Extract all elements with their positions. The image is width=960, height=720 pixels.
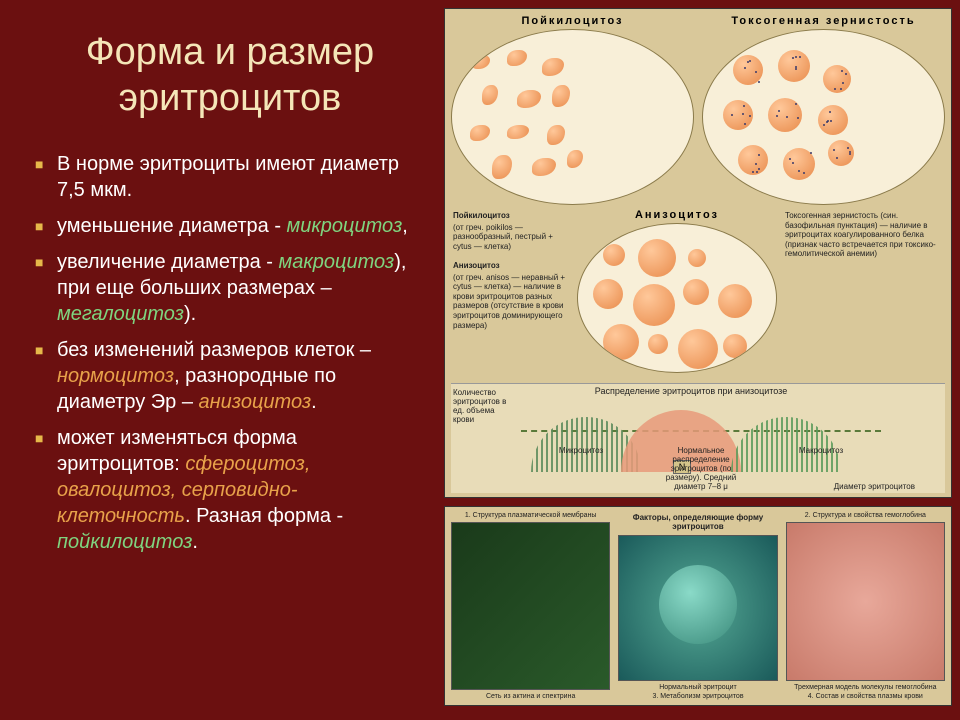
poikilocytosis-circle [451, 29, 694, 205]
bullet-item: может изменяться форма эритроцитов: сфер… [35, 425, 425, 555]
distribution-chart: Количество эритроцитов в ед. объема кров… [451, 383, 945, 493]
bullet-list: В норме эритроциты имеют диаметр 7,5 мкм… [35, 151, 425, 555]
anisocytosis-circle [577, 223, 777, 373]
bullet-item: без изменений размеров клеток – нормоцит… [35, 337, 425, 415]
text-panel: Форма и размер эритроцитов В норме эритр… [0, 0, 440, 720]
normal-erythrocyte-img [618, 535, 777, 681]
bullet-item: увеличение диаметра - макроцитоз), при е… [35, 249, 425, 327]
circle2-label: Токсогенная зернистость [702, 15, 945, 27]
membrane-structure-img [451, 522, 610, 690]
figure-top: Пойкилоцитоз Токсогенная зернистость Пой… [444, 8, 952, 498]
toxic-granulation-circle [702, 29, 945, 205]
slide-title: Форма и размер эритроцитов [35, 30, 425, 121]
mid-circle-label: Анизоцитоз [577, 209, 777, 221]
figure-panel: Пойкилоцитоз Токсогенная зернистость Пой… [440, 0, 960, 720]
bullet-item: уменьшение диаметра - микроцитоз, [35, 213, 425, 239]
hemoglobin-model-img [786, 522, 945, 681]
circle1-label: Пойкилоцитоз [451, 15, 694, 27]
bullet-item: В норме эритроциты имеют диаметр 7,5 мкм… [35, 151, 425, 203]
figure-bottom: 1. Структура плазматической мембраны Сет… [444, 506, 952, 706]
mid-right-text: Токсогенная зернистость (син. базофильна… [783, 209, 945, 379]
mid-left-text: Пойкилоцитоз (от греч. poikilos — разноо… [451, 209, 571, 379]
